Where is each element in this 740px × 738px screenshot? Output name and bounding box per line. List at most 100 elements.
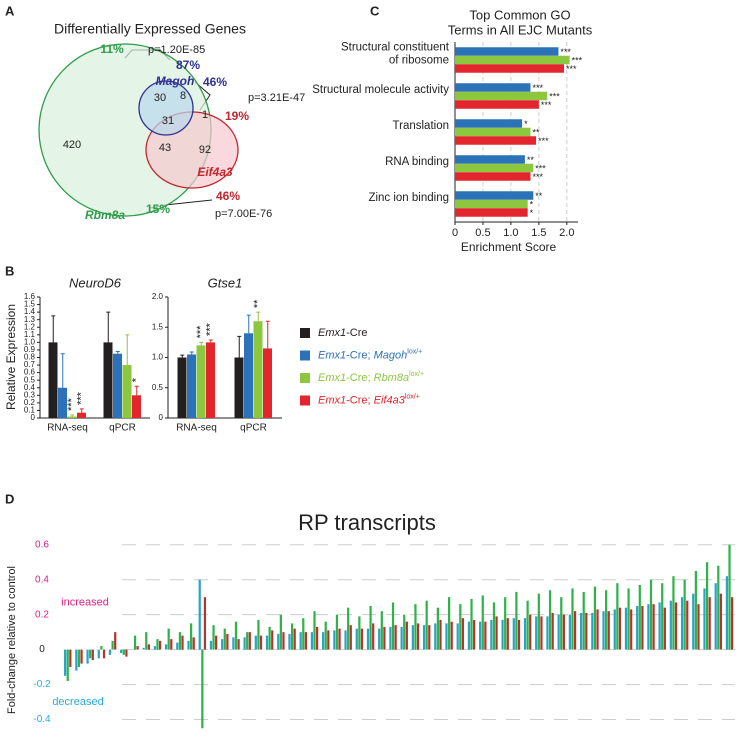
bar <box>728 544 731 650</box>
bar <box>591 612 594 650</box>
bar <box>77 649 81 668</box>
y-tick-label: 0.2 <box>35 609 49 620</box>
bar <box>658 602 661 650</box>
x-tick-label: qPCR <box>109 423 136 434</box>
bar <box>618 607 622 650</box>
bar <box>89 649 92 659</box>
bar <box>103 342 113 418</box>
bar <box>669 600 672 650</box>
y-tick-label: 2.0 <box>152 292 164 301</box>
y-tick-label: 0.5 <box>152 383 164 392</box>
bar <box>490 619 493 650</box>
bar <box>672 576 675 650</box>
bar <box>201 649 204 729</box>
bar <box>243 637 246 650</box>
bar <box>719 593 723 650</box>
bar <box>692 593 695 650</box>
bar <box>473 619 476 650</box>
significance: * <box>530 199 534 209</box>
region-count: 43 <box>159 142 171 154</box>
significance: * <box>530 208 534 218</box>
bar <box>523 618 527 650</box>
overlap-percent: 19% <box>225 109 249 123</box>
bar <box>400 626 403 650</box>
bar <box>470 598 473 650</box>
legend-swatch <box>300 350 310 361</box>
legend-part: Eif4a3 <box>374 394 406 406</box>
bar <box>445 623 448 650</box>
bar <box>501 619 504 650</box>
bar <box>422 625 426 650</box>
bar <box>674 602 678 650</box>
significance: *** <box>66 397 78 411</box>
panel-label: D <box>5 491 14 506</box>
bar <box>366 628 370 650</box>
bar <box>145 632 148 650</box>
legend-label: Emx1-Cre <box>318 327 368 339</box>
bar <box>97 649 100 659</box>
bar <box>540 616 543 650</box>
bar <box>484 621 487 650</box>
y-tick-label: 0 <box>39 644 45 655</box>
bar <box>358 616 361 650</box>
significance: *** <box>549 91 560 101</box>
error-bar <box>180 354 185 358</box>
error-bar <box>79 408 84 413</box>
panel-label: B <box>5 263 14 278</box>
legend-part: -Cre; <box>346 372 374 384</box>
bar <box>209 640 213 650</box>
bar <box>568 614 571 650</box>
bar <box>731 597 734 650</box>
bar <box>455 100 539 109</box>
y-axis-label: Relative Expression <box>4 304 18 410</box>
bar <box>187 640 190 650</box>
bar <box>717 565 720 650</box>
bar <box>156 639 159 650</box>
bar <box>647 604 650 650</box>
bar <box>506 618 509 650</box>
y-tick-label: 0.1 <box>24 406 36 415</box>
legend-part: Emx1 <box>318 349 346 361</box>
bar <box>416 623 420 650</box>
bar <box>705 562 709 650</box>
bar <box>697 604 700 650</box>
p-value: p=7.00E-76 <box>215 208 272 220</box>
y-tick-label: 0.4 <box>24 383 36 392</box>
region-count: 420 <box>63 139 81 151</box>
y-tick-label: -0.4 <box>33 714 51 725</box>
bar <box>455 119 523 128</box>
bar <box>347 607 350 650</box>
bar <box>226 633 229 650</box>
x-axis-label: Enrichment Score <box>461 240 557 254</box>
bar <box>259 635 263 650</box>
bar <box>268 626 271 650</box>
bar <box>596 609 599 650</box>
bar <box>455 47 559 56</box>
bar <box>579 612 583 650</box>
annotation: decreased <box>52 696 103 708</box>
bar <box>66 649 69 682</box>
bar <box>582 591 585 650</box>
bar <box>708 597 711 650</box>
y-tick-label: 0 <box>31 413 36 422</box>
bar <box>111 640 114 650</box>
bar <box>344 630 347 650</box>
bar <box>512 618 515 650</box>
error-bar <box>125 334 130 366</box>
error-bar <box>60 353 65 388</box>
significance: ** <box>527 155 535 165</box>
significance: *** <box>195 325 207 339</box>
bar <box>537 593 540 650</box>
y-tick-label: 0.2 <box>24 398 36 407</box>
bar <box>450 621 453 650</box>
bar <box>414 604 417 650</box>
legend-part: Magoh <box>374 349 408 361</box>
bar <box>459 604 462 650</box>
significance: * <box>524 119 528 129</box>
error-bar <box>115 350 120 354</box>
bar <box>190 623 193 650</box>
bar <box>232 637 235 650</box>
error-bar <box>265 320 270 349</box>
bar <box>108 649 112 655</box>
legend-part: Emx1 <box>318 372 346 384</box>
